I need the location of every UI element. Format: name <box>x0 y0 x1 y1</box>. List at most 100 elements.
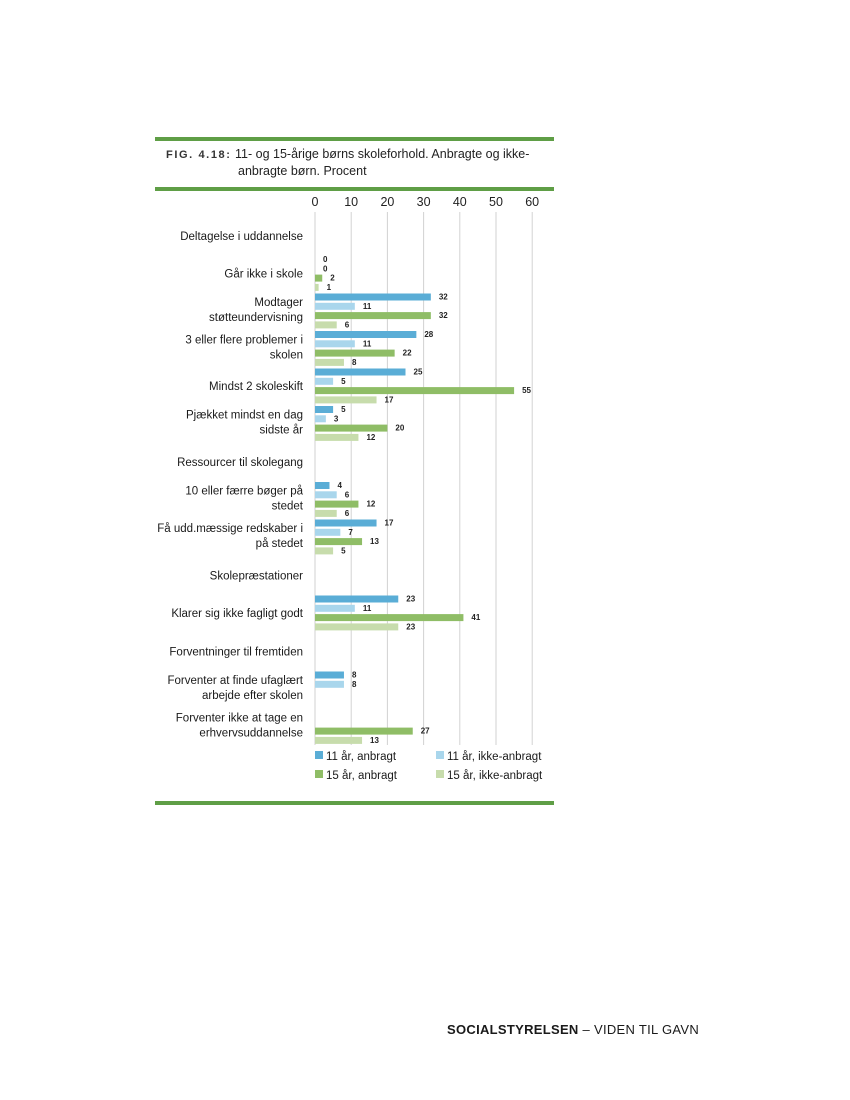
bar <box>315 424 388 432</box>
bar <box>315 377 334 385</box>
bar <box>315 368 406 376</box>
section-label: Skolepræstationer <box>210 571 303 583</box>
data-label: 6 <box>345 490 350 499</box>
bar <box>315 727 413 735</box>
bar <box>315 482 330 489</box>
figure-header-rule <box>155 187 554 191</box>
figure-title-line1: 11- og 15-årige børns skoleforhold. Anbr… <box>235 147 530 161</box>
figure-label: FIG. 4.18: <box>166 149 232 161</box>
figure-top-rule <box>155 137 554 141</box>
data-label: 23 <box>406 595 415 604</box>
section-label: Forventninger til fremtiden <box>169 647 303 659</box>
category-label: Mindst 2 skoleskift <box>209 381 304 393</box>
data-label: 7 <box>348 528 353 537</box>
data-label: 20 <box>395 424 404 433</box>
data-label: 6 <box>345 509 350 518</box>
bar <box>315 302 355 310</box>
footer-brand: SOCIALSTYRELSEN <box>447 1022 579 1037</box>
data-label: 4 <box>337 481 342 490</box>
data-label: 17 <box>385 519 394 528</box>
category-label: 10 eller færre bøger på <box>185 485 303 497</box>
data-label: 25 <box>414 368 423 377</box>
figure-bottom-rule <box>155 801 554 805</box>
data-label: 12 <box>366 433 375 442</box>
x-tick-label: 60 <box>525 195 539 209</box>
category-label: støtteundervisning <box>209 312 303 324</box>
bar <box>315 406 334 413</box>
legend-swatch <box>436 751 444 759</box>
data-label: 5 <box>341 405 346 414</box>
x-tick-label: 0 <box>312 195 319 209</box>
page-footer: SOCIALSTYRELSEN – VIDEN TIL GAVN <box>447 1022 699 1037</box>
legend-swatch <box>315 751 323 759</box>
bar <box>315 614 464 622</box>
bar <box>315 358 344 366</box>
category-label: sidste år <box>260 424 304 436</box>
category-label: erhvervsuddannelse <box>199 727 303 739</box>
bar <box>315 312 431 320</box>
data-label: 17 <box>385 395 394 404</box>
data-label: 0 <box>323 255 328 264</box>
data-label: 22 <box>403 349 412 358</box>
legend-swatch <box>315 770 323 778</box>
footer-tagline: – VIDEN TIL GAVN <box>578 1022 700 1037</box>
bar <box>315 433 359 441</box>
category-label: 3 eller flere problemer i <box>185 334 303 346</box>
bar <box>315 736 363 744</box>
legend-label: 11 år, ikke-anbragt <box>447 751 542 763</box>
category-label: Forventer ikke at tage en <box>176 712 303 724</box>
x-tick-label: 20 <box>380 195 394 209</box>
bar <box>315 547 334 555</box>
data-label: 1 <box>327 283 332 292</box>
data-label: 2 <box>330 274 335 283</box>
category-label: stedet <box>272 500 304 512</box>
bar <box>315 349 395 357</box>
data-label: 11 <box>363 339 372 348</box>
data-label: 32 <box>439 311 448 320</box>
x-tick-label: 40 <box>453 195 467 209</box>
bar <box>315 680 344 688</box>
category-label: på stedet <box>256 538 304 550</box>
category-label: Går ikke i skole <box>224 268 303 280</box>
bar <box>315 538 363 546</box>
category-label: Klarer sig ikke fagligt godt <box>171 608 303 620</box>
x-tick-label: 10 <box>344 195 358 209</box>
bar <box>315 387 515 395</box>
bar <box>315 415 326 423</box>
data-label: 5 <box>341 377 346 386</box>
data-label: 32 <box>439 293 448 302</box>
category-label: arbejde efter skolen <box>202 690 303 702</box>
bar <box>315 283 319 291</box>
legend-label: 15 år, ikke-anbragt <box>447 770 543 782</box>
data-label: 28 <box>424 330 433 339</box>
figure-header: FIG. 4.18: 11- og 15-årige børns skolefo… <box>166 146 551 178</box>
figure-title-line2: anbragte børn. Procent <box>238 164 367 178</box>
category-label: skolen <box>270 349 303 361</box>
bar <box>315 500 359 508</box>
bar <box>315 396 377 404</box>
bar <box>315 293 431 301</box>
bar <box>315 509 337 517</box>
bar <box>315 491 337 499</box>
x-tick-label: 50 <box>489 195 503 209</box>
data-label: 8 <box>352 358 357 367</box>
data-label: 8 <box>352 680 357 689</box>
bar <box>315 595 399 603</box>
bar <box>315 331 417 338</box>
data-label: 0 <box>323 264 328 273</box>
data-label: 55 <box>522 386 531 395</box>
legend-label: 15 år, anbragt <box>326 770 398 782</box>
data-label: 23 <box>406 622 415 631</box>
data-label: 11 <box>363 302 372 311</box>
data-label: 3 <box>334 414 339 423</box>
data-label: 13 <box>370 537 379 546</box>
data-label: 8 <box>352 671 357 680</box>
category-label: Pjækket mindst en dag <box>186 409 303 421</box>
data-label: 5 <box>341 546 346 555</box>
legend-swatch <box>436 770 444 778</box>
data-label: 6 <box>345 320 350 329</box>
data-label: 41 <box>471 613 480 622</box>
data-label: 27 <box>421 727 430 736</box>
category-label: Modtager <box>254 297 303 309</box>
